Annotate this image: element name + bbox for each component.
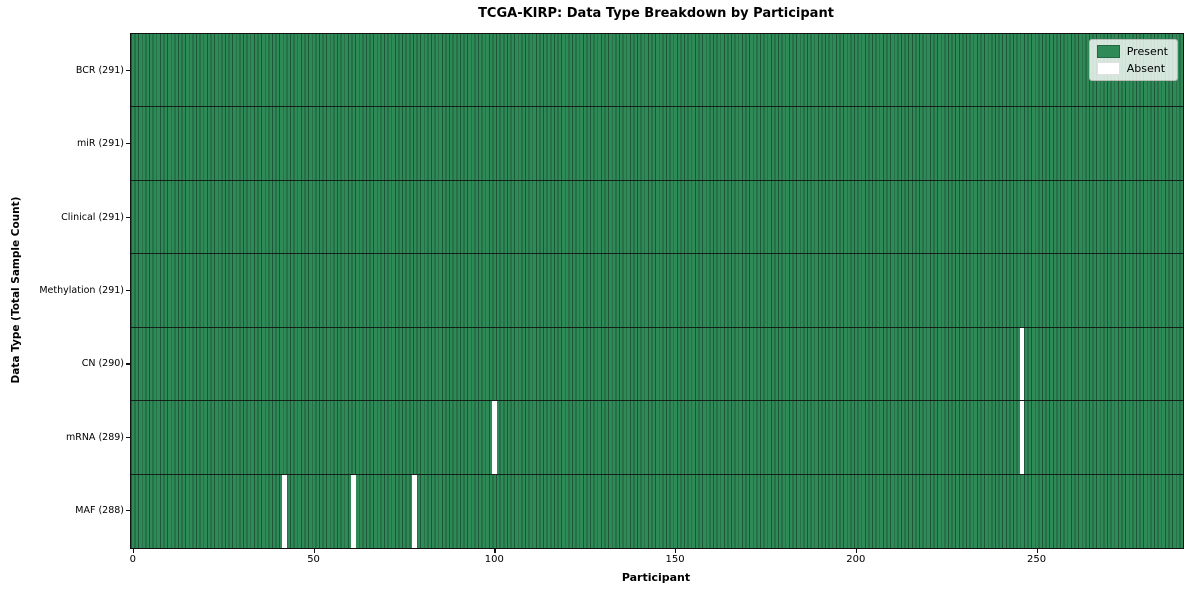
x-tick-mark bbox=[855, 549, 858, 553]
heatmap-row-cn bbox=[131, 327, 1183, 402]
y-tick-label: mRNA (289) bbox=[65, 431, 124, 443]
x-tick-mark bbox=[313, 549, 315, 553]
plot-area bbox=[130, 33, 1184, 549]
x-tick-label: 200 bbox=[846, 554, 866, 565]
x-tick-label: 50 bbox=[307, 554, 320, 565]
absent-cell bbox=[1019, 327, 1025, 401]
y-tick-label: CN (290) bbox=[81, 358, 124, 370]
present-swatch-icon bbox=[1096, 45, 1120, 58]
x-tick-mark bbox=[675, 549, 677, 553]
legend: Present Absent bbox=[1088, 39, 1178, 81]
y-axis: BCR (291) miR (291) Clinical (291) Methylat… bbox=[0, 34, 124, 548]
x-tick-mark bbox=[1036, 549, 1038, 553]
absent-cell bbox=[412, 474, 418, 548]
x-tick-label: 250 bbox=[1027, 554, 1047, 565]
x-tick-mark bbox=[132, 549, 134, 553]
absent-cell bbox=[351, 474, 356, 548]
legend-item-present: Present bbox=[1096, 45, 1168, 58]
heatmap-row-maf bbox=[131, 474, 1183, 548]
absent-swatch-icon bbox=[1096, 62, 1120, 75]
y-tick-label: Clinical (291) bbox=[61, 211, 124, 223]
y-tick-label: Methylation (291) bbox=[39, 285, 124, 296]
legend-label-absent: Absent bbox=[1126, 62, 1166, 75]
heatmap-row-clinical bbox=[131, 180, 1183, 255]
absent-cell bbox=[1019, 401, 1025, 474]
x-tick-mark bbox=[494, 549, 496, 553]
legend-label-present: Present bbox=[1126, 45, 1168, 58]
y-tick-label: miR (291) bbox=[76, 138, 124, 150]
x-tick-label: 150 bbox=[665, 554, 685, 565]
heatmap-row-mrna bbox=[131, 401, 1183, 475]
absent-cell bbox=[282, 474, 287, 548]
absent-cell bbox=[492, 401, 497, 474]
heatmap-row-bcr bbox=[131, 34, 1183, 108]
x-axis-label: Participant bbox=[621, 571, 691, 584]
x-tick-label: 100 bbox=[484, 554, 504, 565]
y-tick-label: MAF (288) bbox=[75, 505, 124, 517]
y-tick-label: BCR (291) bbox=[75, 64, 124, 76]
heatmap-row-methylation bbox=[131, 254, 1183, 328]
chart-title: TCGA-KIRP: Data Type Breakdown by Partic… bbox=[478, 6, 834, 21]
legend-item-absent: Absent bbox=[1096, 62, 1168, 75]
x-tick-label: 0 bbox=[129, 554, 136, 565]
heatmap-row-mir bbox=[131, 107, 1183, 181]
